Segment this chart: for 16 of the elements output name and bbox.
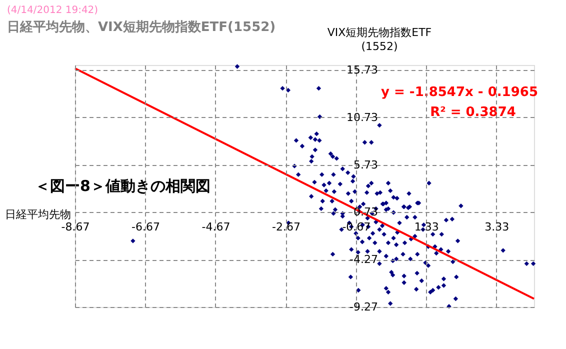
x-tick-label: -2.67	[272, 220, 300, 234]
y-axis-title: VIX短期先物指数ETF (1552)	[327, 26, 432, 53]
y-tick-label: -9.27	[350, 300, 378, 314]
y-tick-label: -4.27	[350, 253, 378, 266]
x-tick-label: -6.67	[132, 220, 160, 234]
x-tick-label: 3.33	[484, 220, 510, 234]
x-tick-label: -4.67	[202, 220, 230, 234]
x-axis-title: 日経平均先物	[5, 208, 71, 222]
annotation: R² = 0.3874	[430, 105, 516, 120]
y-tick-label: 10.73	[346, 110, 378, 124]
y-tick-label: 5.73	[353, 158, 378, 172]
y-tick-label: 15.73	[346, 64, 378, 77]
chart-title: 日経平均先物、VIX短期先物指数ETF(1552)	[7, 20, 276, 35]
x-tick-label: -8.67	[61, 220, 90, 234]
chart-subtitle: (4/14/2012 19:42)	[7, 5, 98, 16]
annotation: y = -1.8547x - 0.1965	[381, 85, 538, 100]
